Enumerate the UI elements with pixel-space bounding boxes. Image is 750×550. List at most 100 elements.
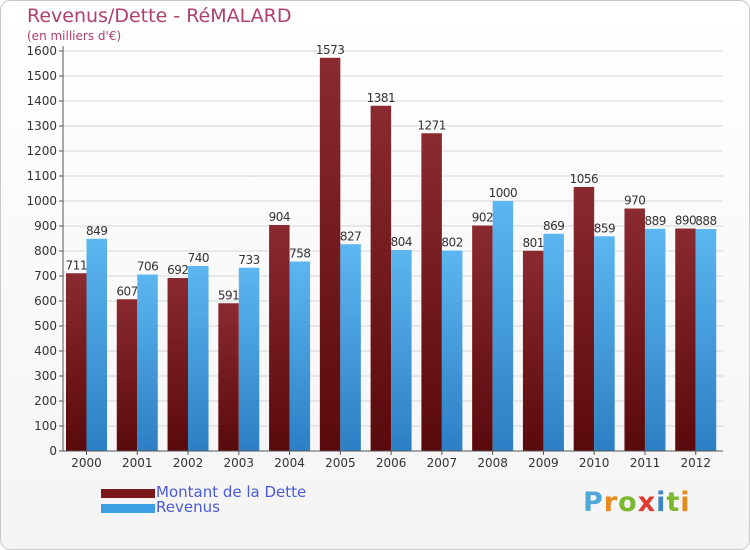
x-tick-label: 2012 [680, 456, 711, 470]
y-tick-label: 600 [34, 294, 57, 308]
x-tick-label: 2009 [528, 456, 559, 470]
data-label: 888 [695, 214, 716, 228]
y-tick-label: 1500 [26, 69, 57, 83]
y-tick-label: 0 [49, 444, 57, 458]
data-label: 758 [289, 247, 310, 261]
bar-debt [66, 273, 87, 451]
bar-revenue [391, 250, 412, 451]
bar-revenue [289, 261, 311, 451]
bar-revenue [441, 250, 463, 451]
bar-revenue [594, 236, 615, 451]
proxiti-logo: Proxiti [583, 487, 691, 518]
y-tick-label: 500 [34, 319, 57, 333]
bar-revenue [188, 266, 209, 451]
y-tick-label: 1300 [26, 119, 57, 133]
logo-letter: o [618, 487, 638, 518]
data-label: 1271 [417, 118, 446, 132]
bar-debt [522, 250, 544, 451]
y-tick-label: 400 [34, 344, 57, 358]
logo-letter: x [637, 487, 657, 518]
data-label: 1573 [316, 43, 345, 57]
legend-label-debt: Montant de la Dette [156, 483, 307, 501]
bar-debt [472, 225, 493, 451]
y-tick-label: 1200 [26, 144, 57, 158]
x-tick-label: 2000 [71, 456, 102, 470]
legend-swatch-debt [101, 489, 155, 498]
x-tick-label: 2004 [274, 456, 305, 470]
data-label: 607 [116, 284, 137, 298]
y-tick-label: 1000 [26, 194, 57, 208]
data-label: 733 [238, 253, 259, 267]
bar-debt [319, 57, 341, 451]
bar-debt [116, 299, 138, 451]
data-label: 890 [675, 214, 696, 228]
data-label: 869 [543, 219, 564, 233]
y-tick-label: 1400 [26, 94, 57, 108]
logo-letter: r [603, 487, 619, 518]
data-label: 859 [594, 221, 615, 235]
x-tick-label: 2005 [325, 456, 356, 470]
data-label: 804 [391, 235, 412, 249]
bar-debt [573, 187, 595, 451]
data-label: 591 [218, 288, 239, 302]
bar-revenue [86, 238, 107, 451]
y-tick-label: 100 [34, 419, 57, 433]
bar-debt [218, 303, 239, 451]
data-label: 970 [624, 194, 645, 208]
bar-debt [675, 228, 696, 451]
bar-revenue [695, 229, 717, 451]
x-tick-label: 2003 [224, 456, 255, 470]
y-tick-label: 800 [34, 244, 57, 258]
legend-label-revenue: Revenus [156, 498, 220, 516]
logo-letter: t [666, 487, 681, 518]
bar-debt [624, 208, 645, 451]
data-label: 1381 [367, 91, 396, 105]
chart-title: Revenus/Dette - RéMALARD [27, 5, 292, 27]
data-label: 904 [269, 210, 290, 224]
x-tick-label: 2007 [427, 456, 458, 470]
x-tick-label: 2008 [477, 456, 508, 470]
y-tick-label: 1600 [26, 44, 57, 58]
data-label: 827 [340, 229, 361, 243]
y-tick-label: 1100 [26, 169, 57, 183]
chart-subtitle: (en milliers d'€) [27, 29, 122, 43]
data-label: 849 [86, 224, 107, 238]
y-tick-label: 200 [34, 394, 57, 408]
data-label: 740 [188, 251, 209, 265]
axes: 0 100 200 300 400 500 600 700 800 900 1000 1100 1200… [26, 44, 723, 470]
x-tick-label: 2006 [376, 456, 407, 470]
data-label: 1000 [489, 186, 518, 200]
bar-revenue [137, 274, 158, 451]
x-tick-label: 2011 [630, 456, 661, 470]
bar-revenue [543, 233, 564, 451]
logo-letter: P [583, 487, 604, 518]
bar-revenue [340, 244, 361, 451]
data-label: 692 [167, 263, 188, 277]
data-label: 802 [441, 236, 462, 250]
y-tick-label: 300 [34, 369, 57, 383]
bar-revenue [644, 228, 666, 451]
bar-revenue [492, 201, 514, 451]
bar-debt [370, 105, 392, 451]
bar-debt [269, 225, 290, 451]
bar-debt [167, 278, 189, 451]
logo-letter: i [656, 487, 667, 518]
data-label: 706 [137, 260, 158, 274]
y-tick-label: 900 [34, 219, 57, 233]
data-label: 889 [645, 214, 666, 228]
data-label: 801 [522, 236, 543, 250]
data-label: 902 [472, 211, 493, 225]
bar-debt [421, 133, 442, 451]
y-tick-label: 700 [34, 269, 57, 283]
legend-swatch-revenue [101, 504, 155, 513]
data-label: 1056 [570, 172, 599, 186]
x-tick-label: 2010 [579, 456, 610, 470]
logo-letter: i [680, 487, 691, 518]
x-tick-label: 2001 [122, 456, 153, 470]
bar-revenue [238, 267, 260, 451]
x-tick-label: 2002 [173, 456, 204, 470]
data-label: 711 [66, 258, 87, 272]
